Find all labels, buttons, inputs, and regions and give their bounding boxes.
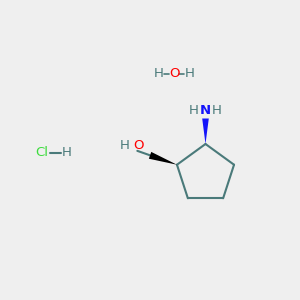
Text: H: H — [212, 103, 222, 117]
Text: Cl: Cl — [35, 146, 49, 160]
Polygon shape — [149, 152, 177, 165]
Text: H: H — [120, 139, 130, 152]
Text: H: H — [62, 146, 71, 160]
Text: N: N — [200, 103, 211, 117]
Polygon shape — [202, 118, 209, 144]
Text: H: H — [154, 67, 164, 80]
Text: H: H — [189, 103, 199, 117]
Text: O: O — [169, 67, 179, 80]
Text: O: O — [133, 139, 143, 152]
Text: H: H — [185, 67, 195, 80]
